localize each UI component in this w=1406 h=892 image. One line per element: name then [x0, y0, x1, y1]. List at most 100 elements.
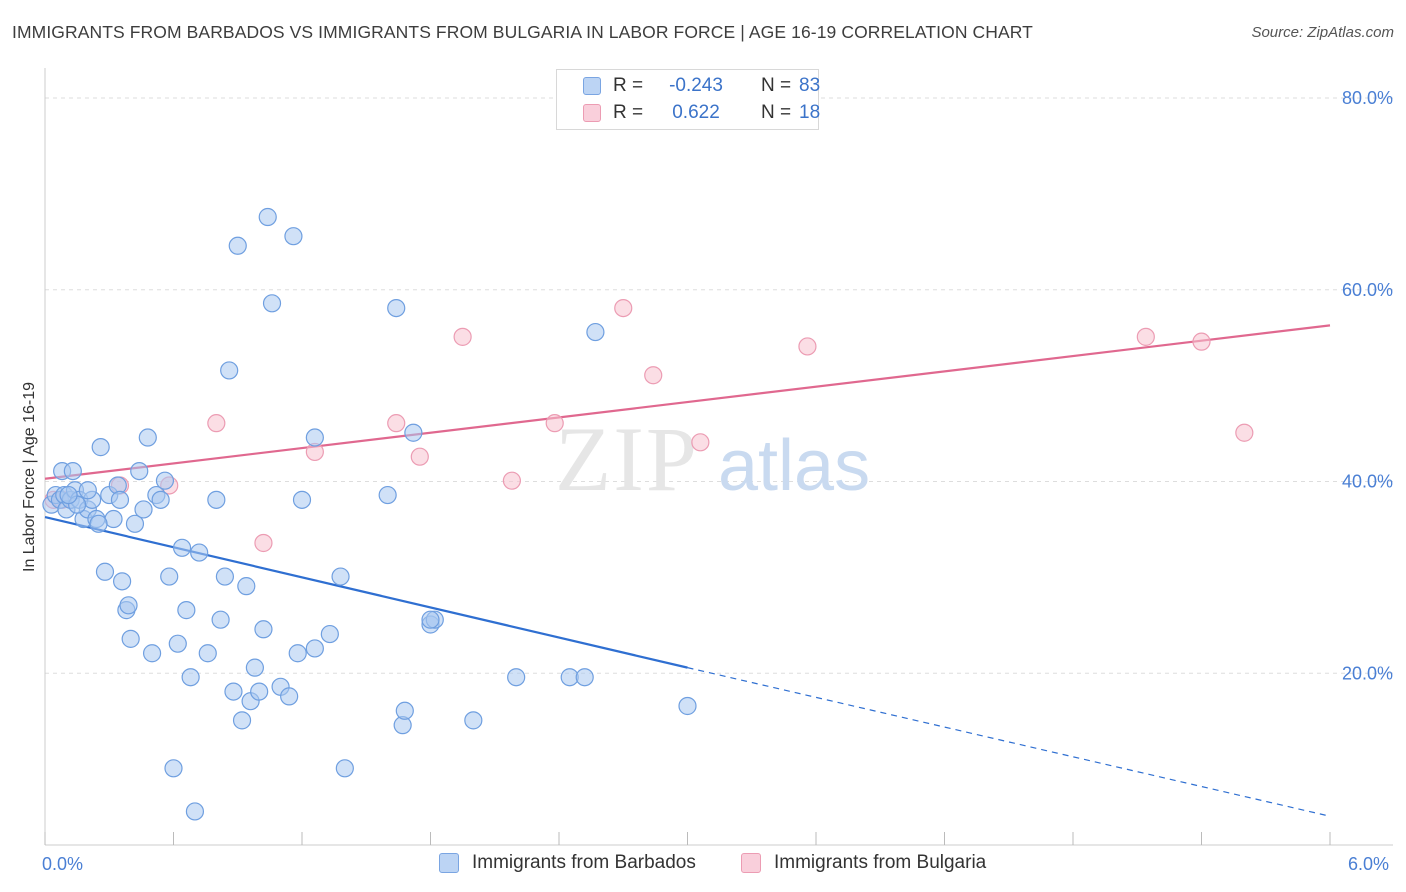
point-barbados: [220, 361, 239, 380]
legend-r-label-barbados: R =: [613, 75, 644, 96]
legend-n-label-barbados: N =: [761, 75, 792, 96]
point-barbados: [305, 639, 324, 658]
y-tick-label-20: 20.0%: [1342, 663, 1393, 683]
point-barbados: [142, 644, 162, 663]
point-barbados: [245, 658, 264, 677]
point-barbados: [232, 711, 252, 730]
point-barbados: [91, 438, 110, 457]
point-barbados: [262, 294, 282, 313]
point-bulgaria: [410, 447, 429, 466]
point-bulgaria: [798, 337, 817, 356]
point-barbados: [185, 802, 205, 821]
point-barbados: [678, 696, 697, 716]
point-barbados: [104, 509, 123, 529]
trend-line-bulgaria: [44, 324, 1331, 480]
y-axis-label: In Labor Force | Age 16-19: [21, 382, 38, 572]
point-barbados: [78, 481, 97, 500]
point-barbados: [421, 610, 440, 629]
chart-title: IMMIGRANTS FROM BARBADOS VS IMMIGRANTS F…: [12, 22, 1033, 42]
point-bulgaria: [387, 414, 406, 433]
point-barbados: [280, 687, 299, 706]
point-barbados: [378, 485, 397, 505]
legend-r-value-bulgaria: 0.622: [672, 102, 720, 123]
point-barbados: [586, 322, 605, 342]
x-tick-max: 6.0%: [1348, 854, 1389, 874]
point-bulgaria: [614, 299, 633, 318]
watermark: ZIP atlas: [555, 408, 870, 510]
point-bulgaria: [254, 533, 273, 553]
point-barbados: [507, 668, 526, 687]
point-barbados: [130, 461, 149, 481]
point-barbados: [575, 668, 594, 687]
point-barbados: [59, 485, 78, 505]
gridlines: [45, 97, 1393, 674]
point-barbados: [387, 299, 406, 318]
bottom-legend-swatch-barbados: [439, 853, 459, 873]
legend-n-label-bulgaria: N =: [761, 102, 792, 123]
point-bulgaria: [453, 327, 472, 346]
point-barbados: [404, 423, 423, 442]
points-barbados: [42, 207, 697, 821]
point-barbados: [119, 596, 138, 615]
point-barbados: [224, 682, 243, 701]
point-barbados: [112, 572, 132, 591]
point-barbados: [110, 490, 130, 509]
point-barbados: [207, 490, 226, 509]
point-bulgaria: [644, 366, 663, 385]
legend-n-value-bulgaria: 18: [799, 102, 821, 123]
point-barbados: [63, 461, 82, 481]
point-barbados: [284, 227, 303, 246]
point-barbados: [254, 620, 273, 639]
point-barbados: [320, 624, 339, 644]
legend-swatch-barbados: [583, 77, 601, 95]
point-bulgaria: [545, 414, 564, 433]
point-barbados: [134, 500, 153, 519]
point-barbados: [211, 610, 230, 629]
trend-lines: [44, 324, 1331, 817]
point-bulgaria: [691, 433, 710, 452]
point-barbados: [215, 567, 234, 586]
point-barbados: [190, 543, 209, 562]
y-tick-label-40: 40.0%: [1342, 472, 1393, 492]
bottom-legend-label-bulgaria: Immigrants from Bulgaria: [774, 852, 987, 873]
correlation-legend: R = -0.243 N = 83 R = 0.622 N = 18: [556, 69, 821, 130]
point-barbados: [198, 644, 217, 663]
point-barbados: [168, 634, 187, 653]
point-barbados: [89, 514, 108, 533]
point-barbados: [237, 577, 256, 596]
point-barbados: [95, 562, 115, 581]
point-bulgaria: [1136, 327, 1155, 346]
point-barbados: [228, 236, 247, 255]
trend-line-barbados-extension: [687, 667, 1331, 817]
point-barbados: [331, 567, 350, 586]
source-label: Source: ZipAtlas.com: [1251, 24, 1394, 41]
point-barbados: [125, 514, 145, 533]
y-tick-labels: 20.0% 40.0% 60.0% 80.0%: [1342, 88, 1393, 683]
bottom-legend-swatch-bulgaria: [741, 853, 761, 873]
point-bulgaria: [502, 471, 521, 490]
point-barbados: [250, 682, 269, 701]
point-barbados: [258, 207, 277, 227]
point-barbados: [181, 668, 200, 687]
legend-n-value-barbados: 83: [799, 75, 821, 96]
y-tick-label-60: 60.0%: [1342, 280, 1393, 300]
x-tick-min: 0.0%: [42, 854, 83, 874]
point-barbados: [121, 629, 140, 648]
point-barbados: [335, 759, 354, 778]
point-bulgaria: [1235, 423, 1254, 442]
point-barbados: [292, 490, 312, 509]
legend-swatch-bulgaria: [583, 104, 601, 122]
point-barbados: [138, 428, 157, 447]
point-barbados: [288, 644, 307, 663]
point-barbados: [177, 601, 196, 620]
point-barbados: [151, 490, 170, 509]
bottom-legend-label-barbados: Immigrants from Barbados: [472, 852, 696, 873]
point-barbados: [305, 428, 324, 447]
legend-r-value-barbados: -0.243: [669, 75, 723, 96]
watermark-zip: ZIP: [555, 408, 699, 510]
point-barbados: [172, 538, 192, 557]
point-barbados: [464, 711, 483, 730]
y-tick-label-80: 80.0%: [1342, 88, 1393, 108]
point-barbados: [395, 701, 414, 720]
